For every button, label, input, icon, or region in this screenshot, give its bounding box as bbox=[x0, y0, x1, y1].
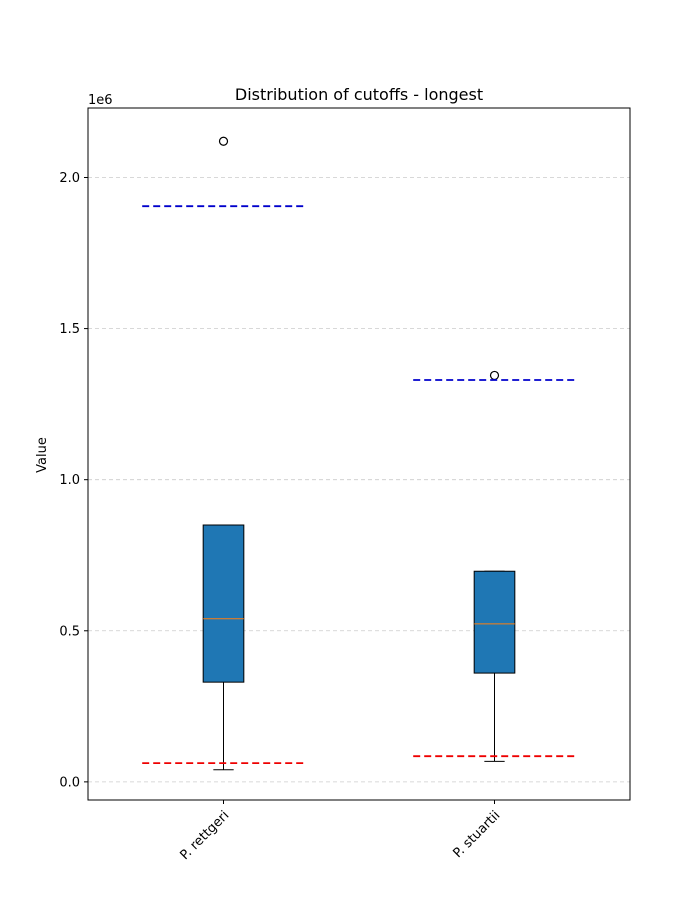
grid-lines bbox=[88, 177, 630, 783]
x-tick-label: P. rettgeri bbox=[177, 808, 232, 863]
plot-marks bbox=[142, 136, 576, 771]
y-axis-label: Value bbox=[35, 437, 50, 473]
chart-title: Distribution of cutoffs - longest bbox=[235, 85, 483, 104]
box-iqr bbox=[473, 570, 516, 674]
axes: 0.0 0.5 1.0 1.5 2.0 P. rettgeri P. stuartii bbox=[59, 171, 503, 863]
x-tick-label: P. stuartii bbox=[450, 808, 503, 861]
plot-frame bbox=[87, 107, 631, 801]
outlier-point bbox=[218, 136, 229, 146]
y-tick-label: 0.0 bbox=[59, 775, 80, 790]
y-tick-label: 1.5 bbox=[59, 322, 80, 337]
box-iqr bbox=[202, 524, 245, 683]
y-tick-label: 0.5 bbox=[59, 624, 80, 639]
y-tick-label: 2.0 bbox=[59, 171, 80, 186]
y-tick-label: 1.0 bbox=[59, 473, 80, 488]
outlier-point bbox=[489, 370, 500, 381]
y-axis-offset-label: 1e6 bbox=[88, 93, 113, 108]
